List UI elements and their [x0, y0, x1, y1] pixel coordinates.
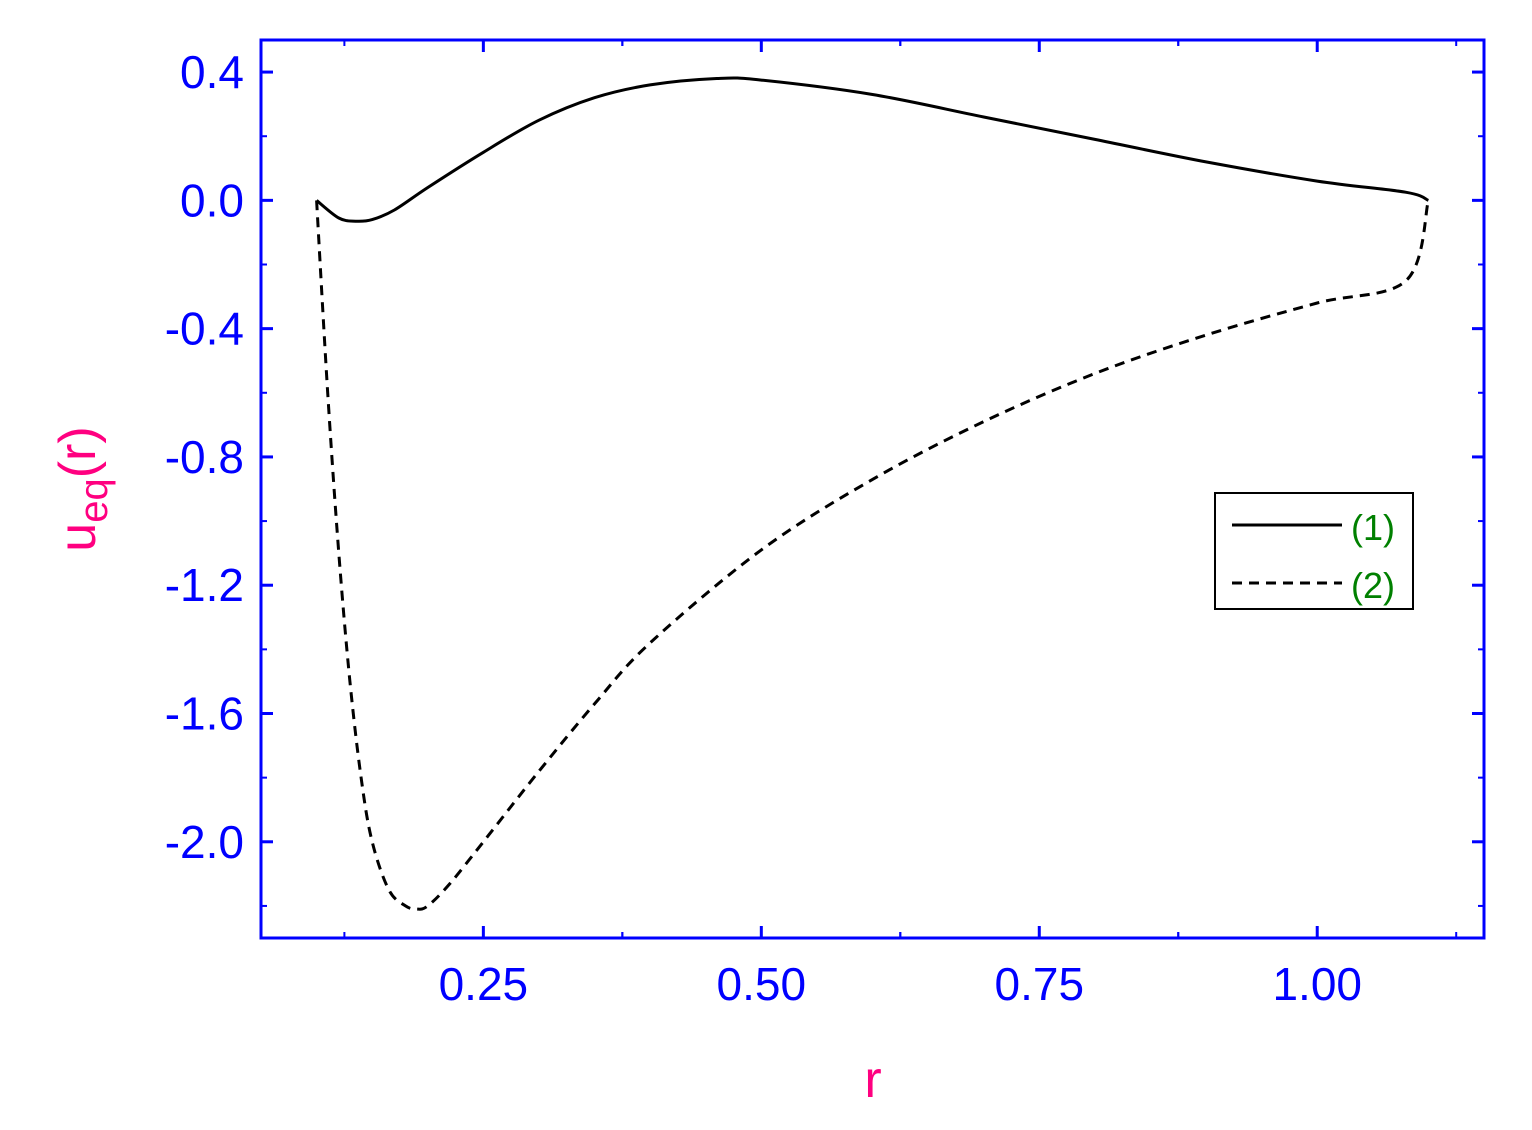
x-tick-label: 0.75 — [995, 958, 1085, 1010]
x-tick-label: 1.00 — [1272, 958, 1362, 1010]
y-tick-label: -1.2 — [165, 559, 244, 611]
x-axis-label: r — [864, 1051, 881, 1109]
y-tick-label: -0.8 — [165, 431, 244, 483]
ticks — [261, 40, 1484, 938]
x-tick-label: 0.50 — [717, 958, 807, 1010]
y-axis-label-main: u — [49, 523, 107, 552]
legend-label-series-1: (1) — [1351, 507, 1395, 548]
series-layer — [315, 76, 1430, 911]
y-axis-label: ueq(r) — [49, 426, 116, 551]
series-line-1 — [315, 76, 1430, 223]
tick-labels: 0.25 0.50 0.75 1.00 0.4 0.0 -0.4 -0.8 -1.2 -1.6 -2… — [165, 46, 1362, 1010]
y-tick-label: 0.4 — [180, 46, 244, 98]
y-tick-label: -2.0 — [165, 816, 244, 868]
legend-label-series-2: (2) — [1351, 565, 1395, 606]
y-tick-label: -1.6 — [165, 688, 244, 740]
svg-text:ueq(r): ueq(r) — [49, 426, 116, 551]
y-axis-label-suffix: (r) — [49, 426, 107, 478]
y-axis-label-sub: eq — [72, 478, 116, 523]
plot-frame — [259, 38, 1486, 940]
legend: (1) (2) — [1214, 492, 1414, 610]
y-tick-label: -0.4 — [165, 303, 244, 355]
series-line-2 — [315, 199, 1430, 911]
x-tick-label: 0.25 — [439, 958, 529, 1010]
y-tick-label: 0.0 — [180, 174, 244, 226]
legend-box — [1214, 492, 1414, 610]
